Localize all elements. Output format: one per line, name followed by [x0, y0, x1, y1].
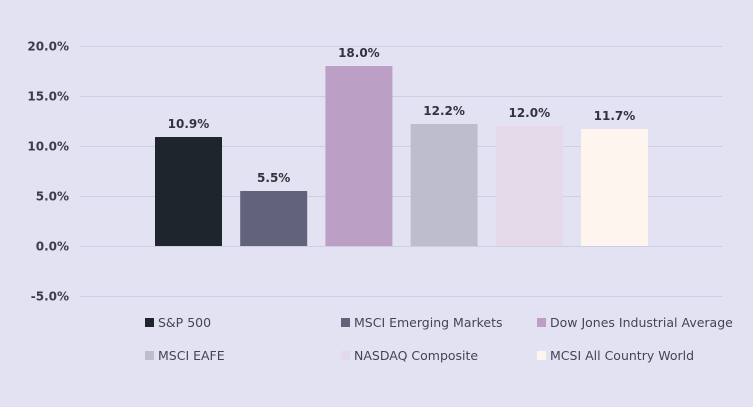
legend-label: MCSI All Country World	[550, 348, 694, 363]
y-tick-label: 5.0%	[36, 190, 69, 204]
y-tick-label: 20.0%	[27, 40, 69, 54]
bar	[581, 129, 648, 246]
legend-label: MSCI EAFE	[158, 348, 225, 363]
data-label: 18.0%	[338, 46, 380, 60]
legend-label: NASDAQ Composite	[354, 348, 478, 363]
bar	[155, 137, 222, 246]
legend-label: S&P 500	[158, 315, 211, 330]
data-label: 5.5%	[257, 171, 290, 185]
data-label: 12.2%	[423, 104, 465, 118]
bar	[410, 124, 478, 246]
legend-swatch	[145, 318, 154, 327]
y-tick-label: -5.0%	[31, 290, 69, 304]
legend-label: Dow Jones Industrial Average	[550, 315, 733, 330]
y-tick-label: 10.0%	[27, 140, 69, 154]
legend-swatch	[341, 318, 350, 327]
legend-label: MSCI Emerging Markets	[354, 315, 503, 330]
legend-swatch	[537, 351, 546, 360]
bar	[495, 126, 563, 246]
legend-swatch	[145, 351, 154, 360]
legend-swatch	[537, 318, 546, 327]
bar	[240, 191, 308, 246]
data-label: 10.9%	[168, 117, 210, 131]
legend-swatch	[341, 351, 350, 360]
bar	[325, 66, 393, 246]
y-tick-label: 15.0%	[27, 90, 69, 104]
y-tick-label: 0.0%	[36, 240, 69, 254]
data-label: 12.0%	[508, 106, 550, 120]
data-label: 11.7%	[594, 109, 636, 123]
